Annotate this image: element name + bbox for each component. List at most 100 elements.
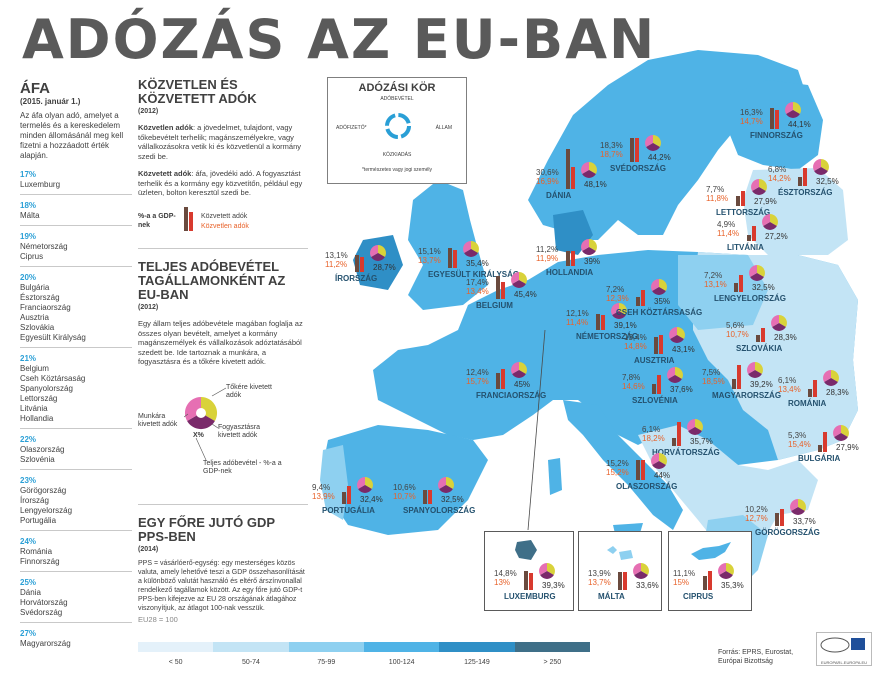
total-section: TELJES ADÓBEVÉTEL TAGÁLLAMONKÉNT AZ EU-B… [138,260,308,367]
country-chart: 11,2% 11,9% 39% HOLLANDIA [536,232,626,292]
region-portugal [320,445,348,520]
total-pie [813,159,829,175]
inset-luxembourg [484,531,574,611]
country-chart: 7,5% 18,5% 39,2% MAGYARORSZÁG [702,355,792,415]
total-pie [718,563,734,579]
direct-value: 13,7% [588,578,611,587]
country-name: SZLOVÉNIA [632,396,678,405]
total-value: 33,7% [793,517,816,526]
country-chart: 18,3% 18,7% 44,2% SVÉDORSZÁG [600,128,690,188]
gdp-legend-swatch [213,642,289,652]
vat-group: 24% Románia Finnország [20,537,132,572]
total-value: 32,5% [441,495,464,504]
country-name: ÉSZTORSZÁG [778,188,833,197]
direct-bar [813,379,817,397]
vat-rate: 22% [20,435,37,444]
direct-value: 14,8% [624,342,647,351]
cyprus-shape [691,542,731,560]
country-name: LITVÁNIA [727,243,764,252]
vat-rate: 23% [20,476,37,485]
country-name: AUSZTRIA [634,356,675,365]
direct-value: 18,2% [642,434,665,443]
legend-consumption-label: Fogyasztásra kivetett adók [218,424,261,439]
indirect-value: 13,9% [588,569,611,578]
indirect-value: 5,6% [726,321,745,330]
gdp-heading-1: EGY FŐRE JUTÓ GDP [138,515,276,530]
vat-country: Ausztria [20,313,49,322]
gdp-legend-item: 100-124 [363,642,440,666]
direct-bar [601,315,605,330]
direct-value: 16,9% [536,177,559,186]
total-value: 35,4% [466,259,489,268]
malta-shape [607,546,633,560]
total-heading-1: TELJES ADÓBEVÉTEL [138,259,280,274]
country-name: FRANCIAORSZÁG [476,391,547,400]
gdp-eu28: EU28 = 100 [138,615,178,624]
gdp-legend: < 50 50-74 75-99 100-124 125-149 > 250 [138,642,590,666]
total-pie [747,362,763,378]
legend-indirect-label: Közvetett adók [201,213,248,220]
direct-bar [803,167,807,186]
direct-bar [752,226,756,241]
direct-value: 10,7% [393,492,416,501]
direct-bar [571,250,575,266]
direct-bar [428,490,432,504]
legend-labour-label: Munkára kivetett adók [138,413,178,428]
indirect-value: 6,1% [778,376,797,385]
country-name: EGYESÜLT KIRÁLYSÁG [428,270,520,279]
indirect-bar [355,254,359,272]
country-name: CIPRUS [683,592,714,601]
total-pie [581,239,597,255]
gdp-legend-item: 50-74 [213,642,289,666]
direct-value: 13,7% [418,256,441,265]
direct-bar [761,328,765,342]
vat-country: Olaszország [20,445,65,454]
indirect-term: Közvetett adók [138,169,192,178]
indirect-value: 6,1% [642,425,661,434]
indirect-value: 15,1% [418,247,441,256]
country-name: LUXEMBURG [504,592,556,601]
indirect-bar [732,379,736,389]
direct-value: 14,7% [740,117,763,126]
direct-bar [347,485,351,504]
indirect-value: 13,1% [325,251,348,260]
indirect-value: 12,1% [566,309,589,318]
direct-bar [635,137,639,162]
indirect-bar [596,314,600,330]
vat-country: Egyesült Királyság [20,333,86,342]
vat-country: Málta [20,211,40,220]
vat-rate: 19% [20,232,37,241]
legend-capital-label: Tőkére kivetett adók [226,384,272,399]
direct-year: (2012) [138,108,159,115]
indirect-value: 7,5% [702,368,721,377]
direct-value: 13,4% [466,287,489,296]
country-chart: 12,1% 11,4% 39,1% NÉMETORSZÁG [566,296,656,356]
total-pie [833,425,849,441]
total-value: 28,3% [774,333,797,342]
vat-country: Írország [20,496,49,505]
direct-bar [677,422,681,446]
country-name: HORVÁTORSZÁG [652,448,720,457]
vat-country: Románia [20,547,53,556]
vat-separator [20,225,132,226]
direct-bar [708,570,712,590]
indirect-bar [818,445,822,452]
indirect-value: 7,7% [706,185,725,194]
direct-value: 13,4% [778,385,801,394]
indirect-value: 10,2% [745,505,768,514]
total-value: 39% [584,257,601,266]
gdp-year: (2014) [138,546,159,553]
vat-group: 21% Belgium Cseh Köztársaság Spanyolország L… [20,354,132,429]
total-pie [749,265,765,281]
direct-value: 11,2% [325,260,348,269]
vat-separator [20,622,132,623]
vat-country: Finnország [20,557,60,566]
country-name: MAGYARORSZÁG [712,391,782,400]
country-chart: 13,4% 14,8% 43,1% AUSZTRIA [624,320,714,380]
total-value: 43,1% [672,345,695,354]
country-chart: 11,1% 15% 35,3% CIPRUS [673,556,763,616]
total-pie [771,315,787,331]
vat-group: 27% Magyarország [20,629,132,649]
indirect-bar [747,234,751,241]
country-chart: 7,2% 12,3% 35% CSEH KÖZTÁRSASÁG [606,272,702,332]
